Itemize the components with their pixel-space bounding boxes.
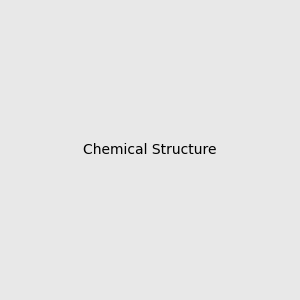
Text: Chemical Structure: Chemical Structure xyxy=(83,143,217,157)
